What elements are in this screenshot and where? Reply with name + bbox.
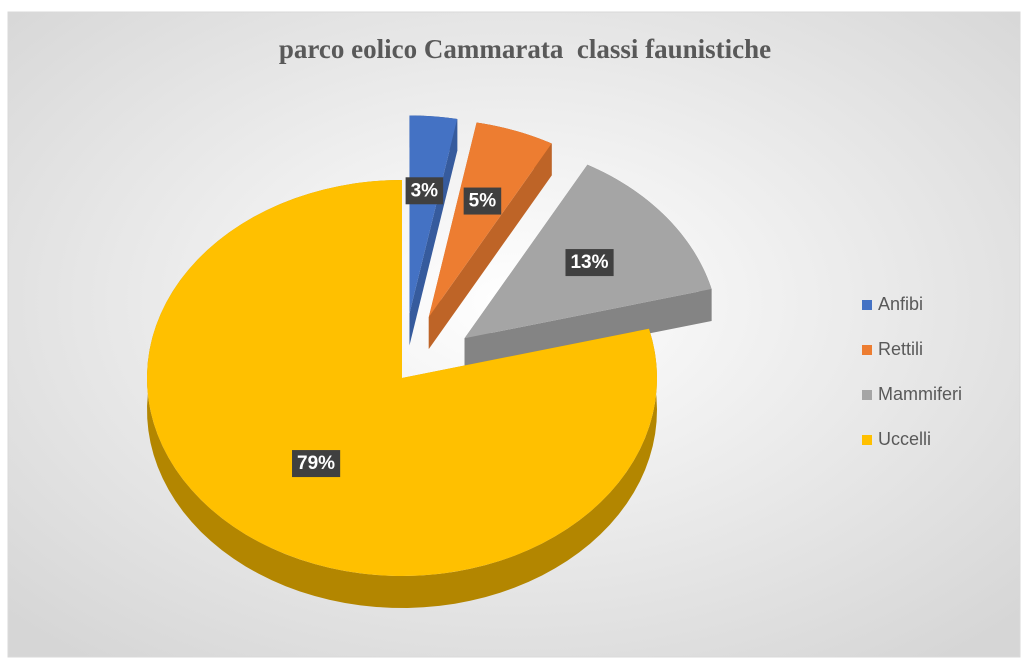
pie-slice (409, 115, 458, 314)
legend-label: Rettili (878, 339, 923, 359)
legend-label: Mammiferi (878, 384, 962, 404)
chart-title: parco eolico Cammarata classi faunistich… (279, 34, 771, 64)
data-label: 13% (570, 252, 608, 273)
legend-label: Anfibi (878, 294, 923, 314)
slice-edge (409, 118, 458, 346)
data-label-box (405, 177, 444, 205)
data-label: 3% (411, 180, 439, 201)
legend-swatch (862, 390, 872, 400)
data-label-box (565, 249, 614, 277)
data-label-box (292, 450, 341, 478)
legend-swatch (862, 300, 872, 310)
data-label: 79% (297, 453, 335, 474)
legend-swatch (862, 345, 872, 355)
slice-edge (464, 289, 712, 371)
pie-slice (147, 180, 658, 576)
pie-slice (428, 122, 552, 318)
slice-edge (428, 143, 552, 350)
data-label: 5% (469, 191, 497, 212)
data-label-box (463, 187, 502, 215)
legend-label: Uccelli (878, 429, 931, 449)
legend-swatch (862, 435, 872, 445)
